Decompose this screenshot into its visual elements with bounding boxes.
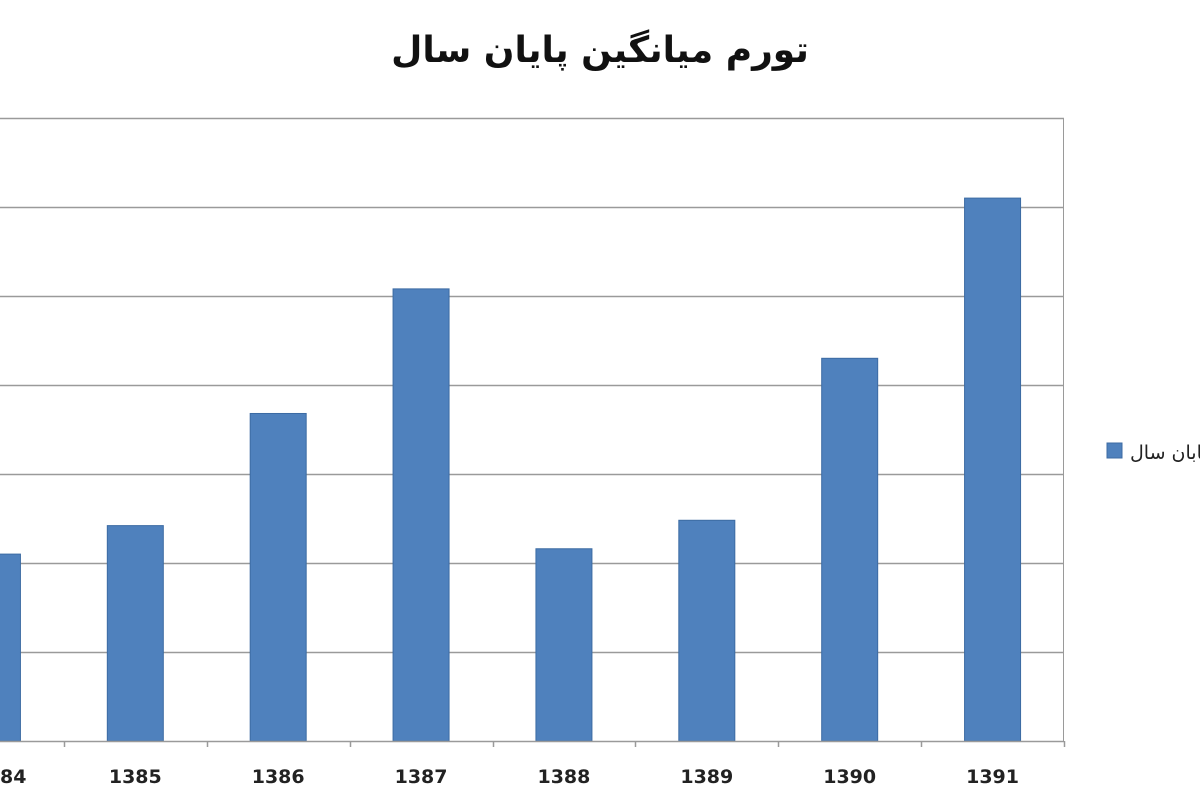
x-tick-label: 84 <box>0 766 26 788</box>
x-tick-label: 1385 <box>109 766 162 788</box>
x-tick-label: 1387 <box>395 766 448 788</box>
x-tick-label: 1391 <box>966 766 1019 788</box>
bar-1384 <box>0 553 21 742</box>
bar-1390 <box>821 357 879 742</box>
bar-1391 <box>964 197 1022 742</box>
bar-1385 <box>106 525 164 742</box>
x-tick-labels: 84 1385 1386 1387 1388 1389 1390 1391 <box>0 766 1019 788</box>
x-axis <box>0 118 1066 747</box>
x-tick-label: 1389 <box>680 766 733 788</box>
legend: یابان سال <box>1106 442 1200 464</box>
x-tick-label: 1386 <box>252 766 305 788</box>
chart-title: تورم میانگین پایان سال <box>391 29 809 71</box>
gridlines <box>0 117 1064 654</box>
bar-1388 <box>535 548 593 742</box>
x-tick-label: 1388 <box>537 766 590 788</box>
x-tick-label: 1390 <box>823 766 876 788</box>
legend-swatch <box>1106 442 1123 459</box>
legend-label: یابان سال <box>1130 442 1200 464</box>
bars <box>0 197 1022 742</box>
bar-1389 <box>678 519 736 742</box>
bar-1386 <box>249 412 307 742</box>
bar-1387 <box>392 288 450 742</box>
